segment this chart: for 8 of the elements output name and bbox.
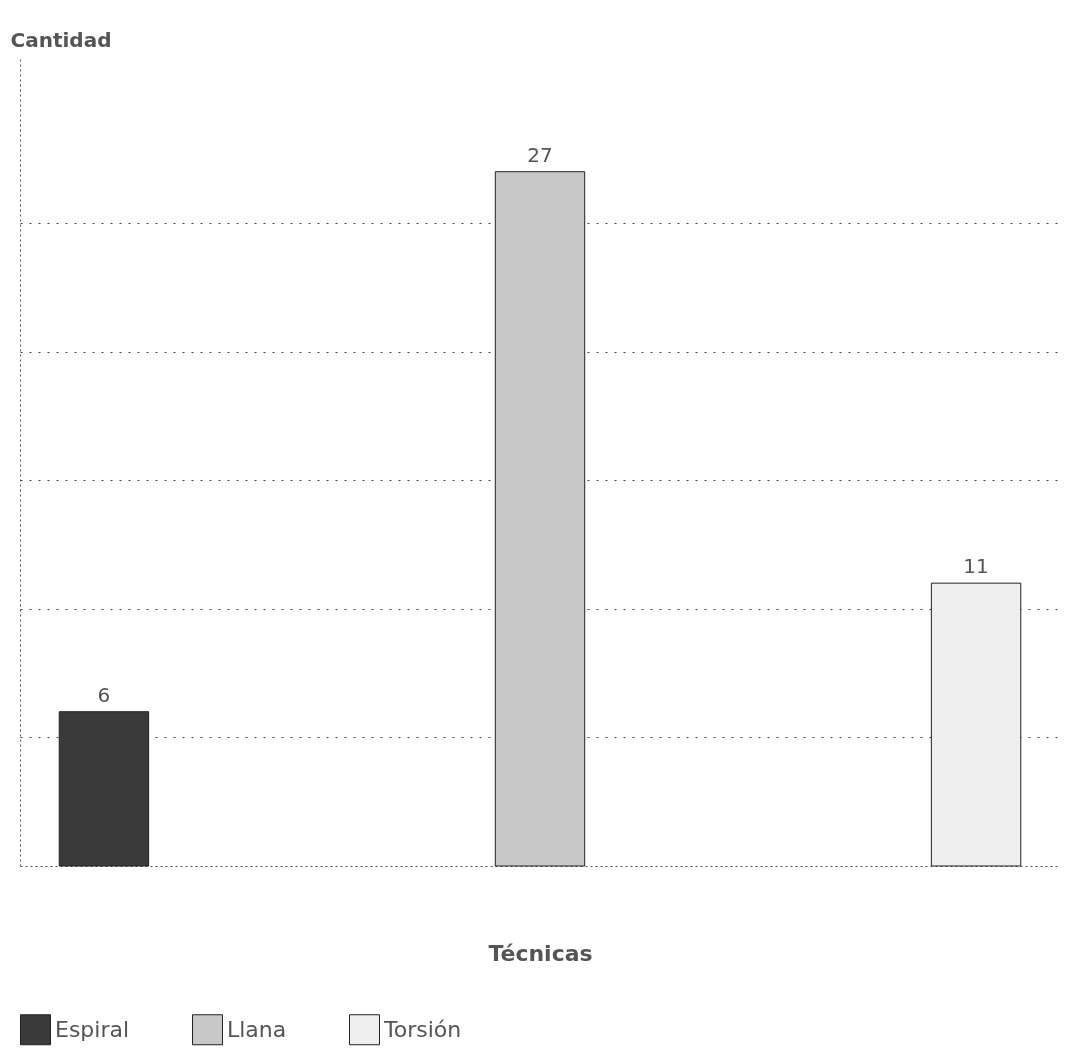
data-label: 27 — [527, 142, 553, 167]
legend-label: Espiral — [55, 1016, 130, 1042]
data-label: 11 — [963, 554, 989, 579]
y-axis-title: Cantidad — [10, 27, 112, 52]
data-label: 6 — [97, 682, 111, 707]
legend-label: Torsión — [383, 1016, 462, 1042]
x-axis-title: Técnicas — [488, 940, 593, 966]
legend-label: Llana — [227, 1016, 287, 1042]
